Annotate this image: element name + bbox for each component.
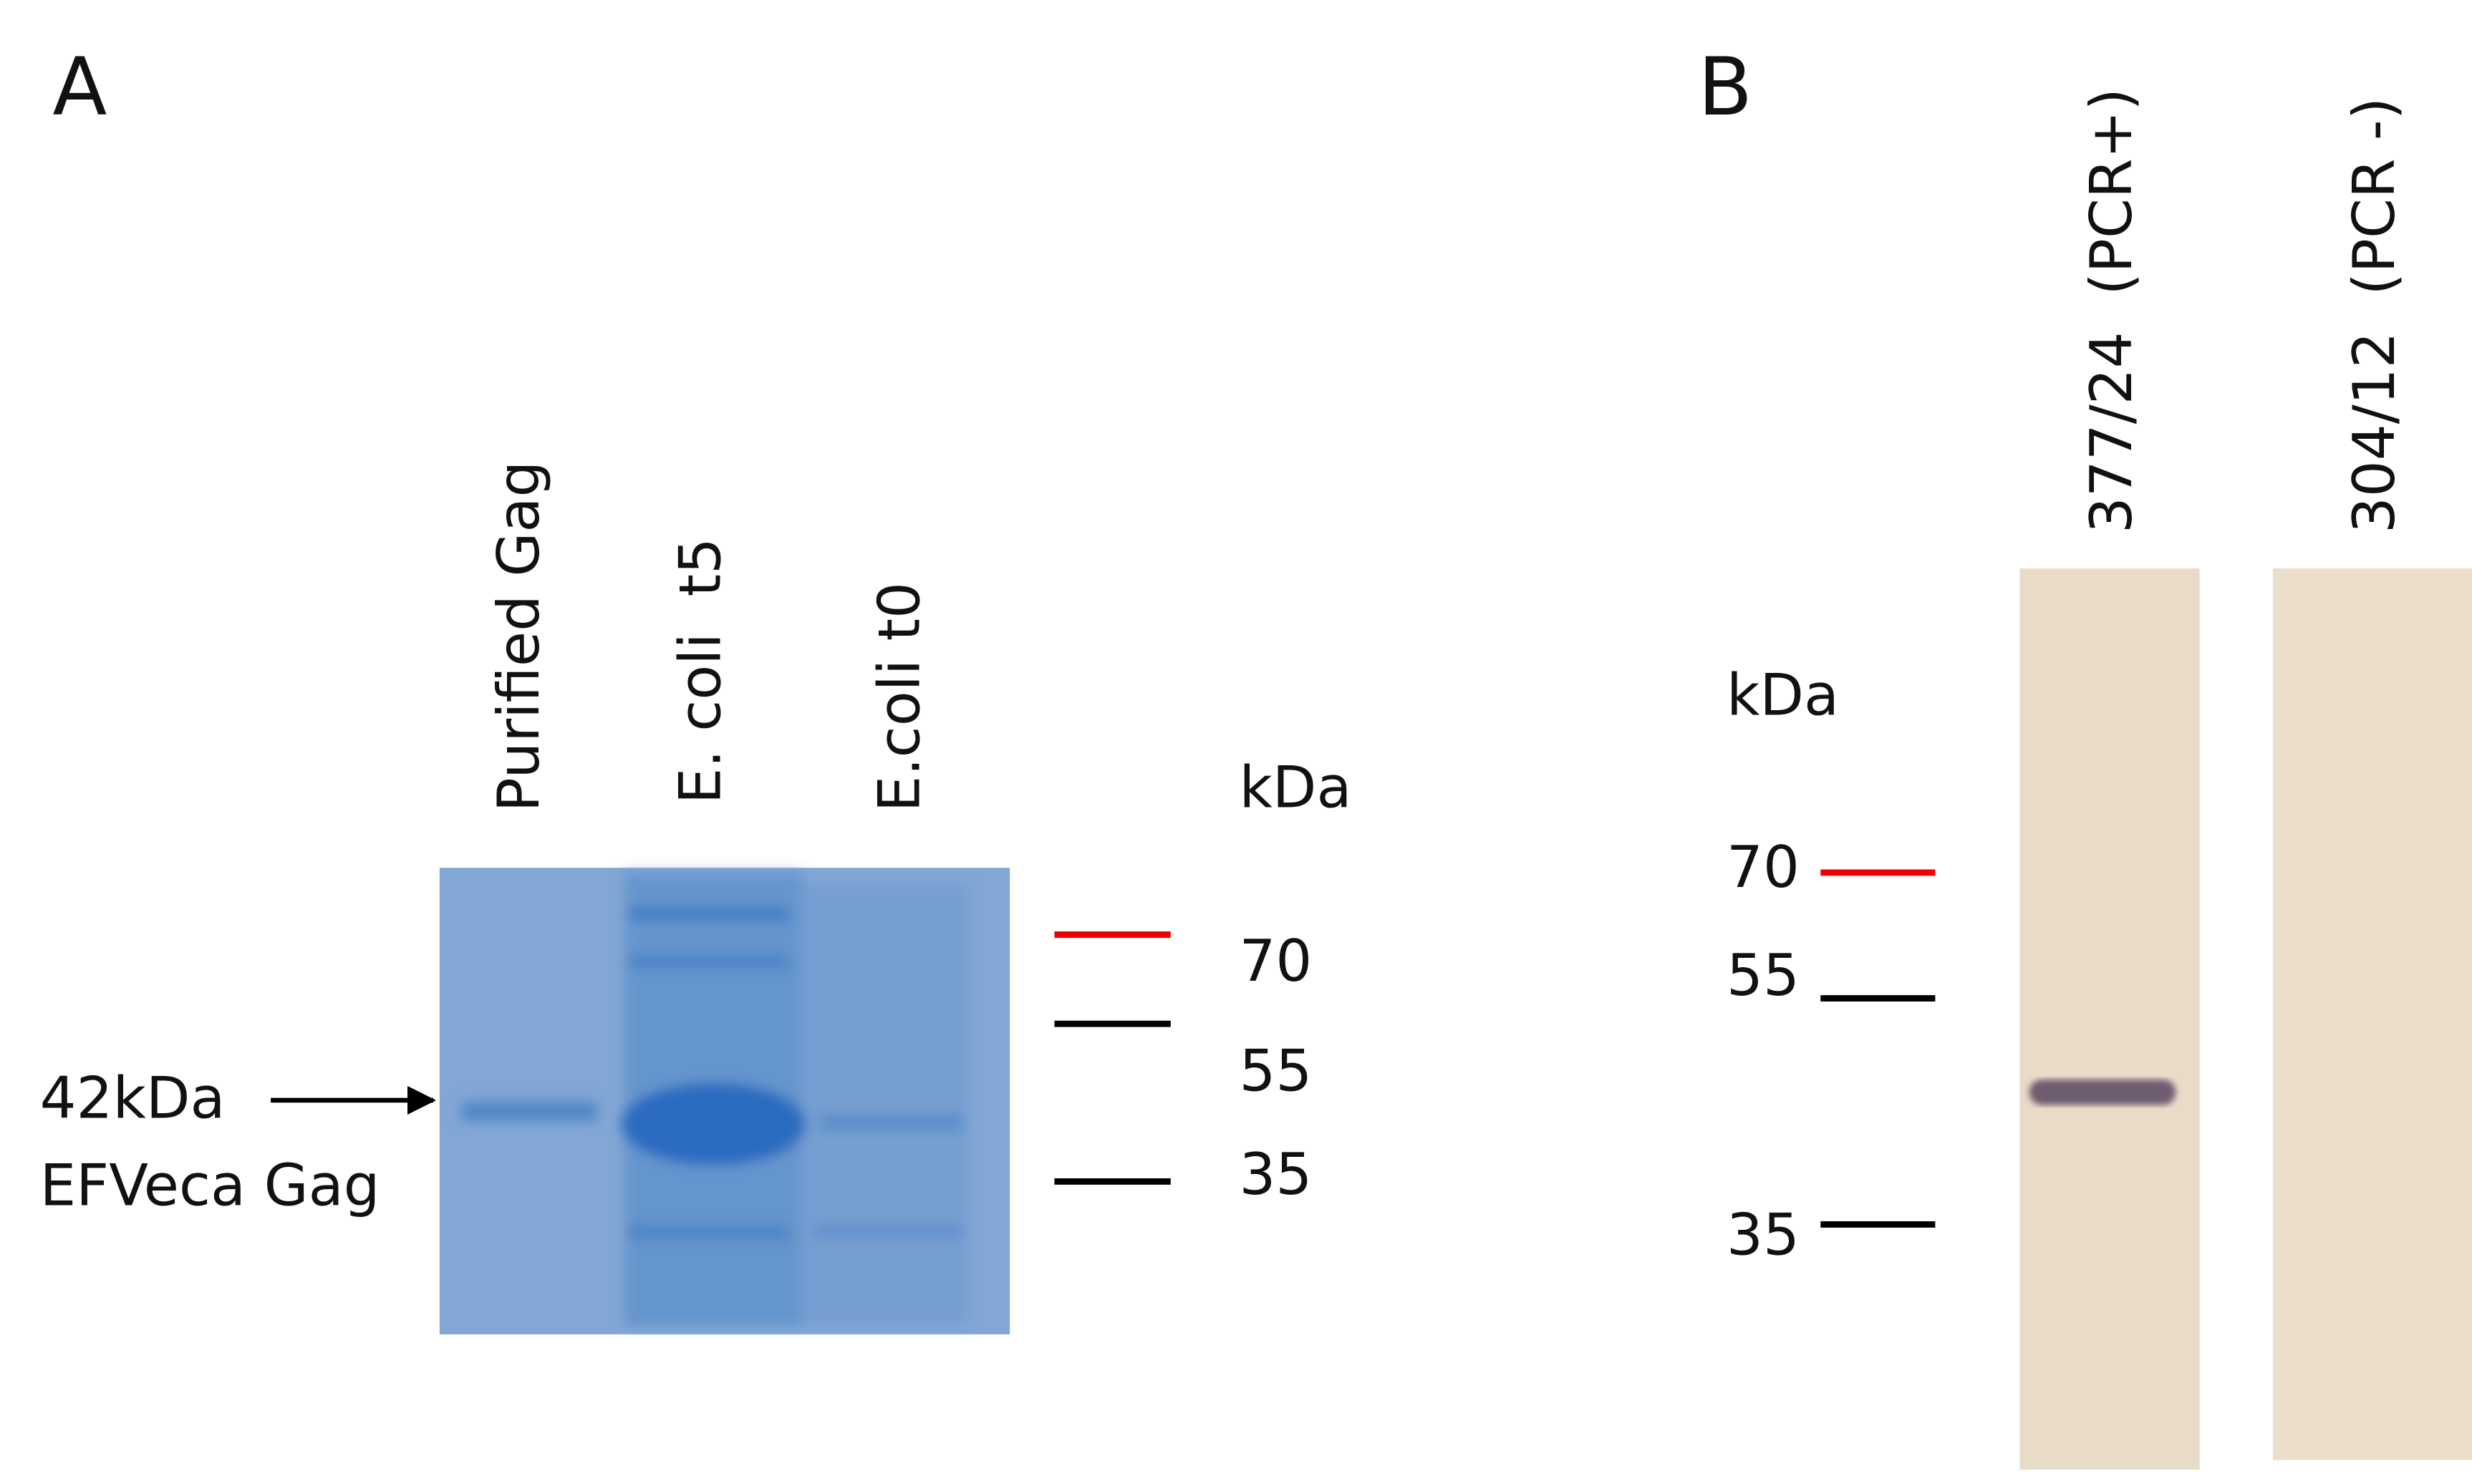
marker-label: 35 — [1727, 1202, 1800, 1269]
gel-image — [439, 868, 1010, 1334]
lane-label: 377/24 (PCR+) — [2078, 88, 2145, 533]
unit-label: kDa — [1239, 755, 1351, 821]
annotation: 42kDa — [40, 1064, 226, 1131]
blot-band — [2029, 1080, 2176, 1105]
unit-label: kDa — [1727, 662, 1839, 729]
marker-label: 35 — [1239, 1141, 1312, 1208]
marker-label: 70 — [1727, 834, 1800, 901]
lane-label: 304/12 (PCR -) — [2341, 97, 2408, 533]
annotation: EFVeca Gag — [40, 1153, 380, 1219]
marker-label: 55 — [1727, 942, 1800, 1009]
lane-label: E. coli t5 — [667, 538, 733, 804]
blot-strip — [2272, 568, 2472, 1460]
panel-label: A — [52, 42, 107, 134]
panel-label: B — [1698, 42, 1752, 134]
marker-label: 70 — [1239, 928, 1312, 994]
lane-label: Purified Gag — [486, 461, 552, 813]
blot-strip — [2019, 568, 2200, 1470]
marker-label: 55 — [1239, 1038, 1312, 1105]
lane-label: E.coli t0 — [866, 582, 932, 812]
